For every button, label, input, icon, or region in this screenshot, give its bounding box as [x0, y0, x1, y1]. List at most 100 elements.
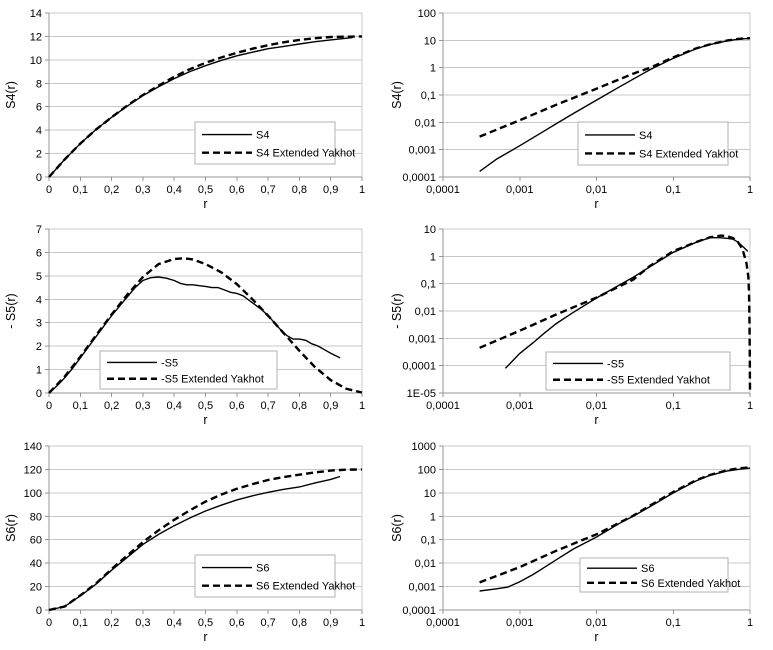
y-axis-title: S6(r) [4, 514, 18, 542]
x-tick-label: 0,2 [104, 184, 119, 196]
chart-s4-linear: 0 2 4 6 8 10 12 14 0 0,1 0,2 0,3 0,4 0,5 0,6 0,7 0,8 0,9 1… [0, 0, 386, 216]
x-tick-label: 1 [747, 400, 753, 412]
x-tick-label: 0,7 [260, 400, 275, 412]
x-tick-label: 0 [46, 617, 52, 629]
x-tick-label: 0,3 [135, 617, 150, 629]
y-tick-label: 0,1 [421, 535, 436, 547]
x-axis-title: r [594, 630, 598, 644]
x-axis-title: r [203, 197, 207, 211]
y-tick-label: 80 [30, 511, 42, 523]
x-tick-label: 0 [46, 184, 52, 196]
legend-label: S6 [641, 563, 654, 575]
legend-label: S4 [639, 130, 652, 142]
chart-s5-loglog: 1E-05 0,0001 0,001 0,01 0,1 1 10 0,0001 0,001 0,0… [386, 216, 773, 433]
legend-box [194, 554, 336, 598]
chart-s6-loglog: 0,0001 0,001 0,01 0,1 1 10 100 1000 0,0001 0,001 0… [386, 433, 773, 650]
x-tick-label: 0,2 [104, 400, 119, 412]
y-tick-label: 2 [36, 149, 42, 161]
y-tick-label: 14 [30, 8, 42, 20]
y-tick-label: 100 [418, 464, 436, 476]
y-tick-label: 1000 [412, 441, 436, 453]
y-tick-label: 0,001 [408, 145, 436, 157]
x-tick-label: 0,8 [292, 400, 307, 412]
chart-s4-log-svg: 0,0001 0,001 0,01 0,1 1 10 100 0,0001 0,001 0,01 0… [390, 8, 753, 211]
legend-label: S4 [256, 130, 269, 142]
legend-label: S4 Extended Yakhot [639, 148, 738, 160]
y-tick-label: 10 [424, 224, 436, 236]
x-tick-label: 0,001 [506, 400, 534, 412]
x-tick-label: 0,6 [229, 400, 244, 412]
series-line-dashed [479, 234, 752, 394]
y-tick-label: 10 [424, 35, 436, 47]
series-line-dashed [48, 468, 363, 612]
y-tick-label: 4 [36, 125, 42, 137]
legend-label: S4 Extended Yakhot [256, 148, 355, 160]
x-tick-label: 0,4 [167, 617, 182, 629]
x-tick-label: 0,2 [104, 617, 119, 629]
y-tick-label: 0,1 [421, 90, 436, 102]
legend-box [579, 557, 729, 593]
x-tick-label: 1 [359, 400, 365, 412]
y-tick-label: 1 [430, 63, 436, 75]
x-tick-label: 0,5 [198, 617, 213, 629]
x-tick-label: 0,7 [260, 617, 275, 629]
y-tick-label: 100 [418, 8, 436, 20]
legend-label: -S5 [161, 357, 178, 369]
x-tick-label: 0,6 [229, 184, 244, 196]
x-tick-label: 1 [359, 617, 365, 629]
y-tick-label: 6 [36, 247, 42, 259]
chart-s4-loglog: 0,0001 0,001 0,01 0,1 1 10 100 0,0001 0,001 0,01 0… [386, 0, 773, 216]
x-tick-label: 0,8 [292, 184, 307, 196]
x-tick-label: 0,1 [73, 617, 88, 629]
x-tick-label: 0,1 [73, 184, 88, 196]
y-tick-label: 8 [36, 78, 42, 90]
series-line-dashed [48, 35, 363, 178]
x-tick-label: 0,01 [586, 184, 607, 196]
y-tick-label: 10 [30, 55, 42, 67]
y-tick-label: 6 [36, 102, 42, 114]
y-axis-title: S4(r) [4, 81, 18, 109]
x-tick-label: 0,5 [198, 400, 213, 412]
x-tick-label: 1 [747, 617, 753, 629]
y-tick-label: 0,0001 [402, 172, 436, 184]
series-line-dashed [479, 37, 751, 138]
y-tick-label: 40 [30, 558, 42, 570]
x-tick-label: 0,3 [135, 400, 150, 412]
chart-s4-linear-svg: 0 2 4 6 8 10 12 14 0 0,1 0,2 0,3 0,4 0,5 0,6 0,7 0,8 0,9 1… [4, 8, 365, 211]
y-tick-label: 7 [36, 224, 42, 236]
x-tick-label: 0,01 [586, 400, 607, 412]
y-tick-label: 5 [36, 271, 42, 283]
y-tick-label: 0,001 [408, 333, 436, 345]
x-tick-label: 0,1 [666, 184, 681, 196]
legend-label: -S5 [607, 358, 624, 370]
x-tick-label: 0,5 [198, 184, 213, 196]
series-line-solid [48, 276, 341, 394]
x-tick-label: 0,9 [323, 184, 338, 196]
y-tick-label: 0,0001 [402, 361, 436, 373]
x-tick-label: 0,01 [586, 617, 607, 629]
y-tick-label: 1E-05 [407, 388, 436, 400]
y-tick-label: 0,1 [421, 279, 436, 291]
legend-box [545, 351, 731, 391]
y-axis-title: - S5(r) [390, 293, 404, 328]
x-tick-label: 0,6 [229, 617, 244, 629]
y-axis-title: - S5(r) [4, 293, 18, 328]
x-tick-label: 0,1 [666, 617, 681, 629]
y-tick-label: 0,0001 [402, 605, 436, 617]
series-line-dashed [479, 466, 751, 584]
x-tick-label: 0,8 [292, 617, 307, 629]
x-tick-label: 0,4 [167, 184, 182, 196]
legend-label: S6 Extended Yakhot [256, 581, 355, 593]
x-tick-label: 0,0001 [426, 400, 460, 412]
x-tick-label: 0,0001 [426, 184, 460, 196]
y-tick-label: 0,01 [415, 306, 436, 318]
x-tick-label: 0,7 [260, 184, 275, 196]
x-tick-label: 0,1 [666, 400, 681, 412]
chart-s6-log-svg: 0,0001 0,001 0,01 0,1 1 10 100 1000 0,0001 0,001 0… [390, 441, 753, 644]
y-tick-label: 1 [430, 511, 436, 523]
x-tick-label: 0,3 [135, 184, 150, 196]
y-tick-label: 0,01 [415, 558, 436, 570]
y-tick-label: 0 [36, 172, 42, 184]
x-tick-label: 0,4 [167, 400, 182, 412]
